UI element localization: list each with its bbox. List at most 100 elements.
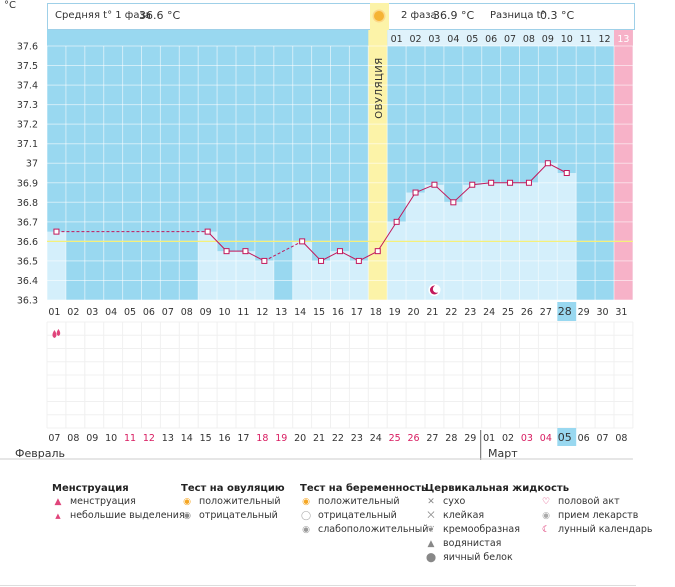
current-date-highlight	[557, 428, 577, 446]
cycle-day-label: 18	[370, 307, 382, 318]
date-label: 26	[408, 433, 420, 444]
cycle-day-label: 05	[124, 307, 136, 318]
small-drop-icon: ▲	[55, 512, 61, 520]
temperature-bar	[292, 241, 312, 300]
cycle-day-label: 23	[464, 307, 476, 318]
preg-positive-icon: ◉	[302, 497, 310, 507]
temperature-point	[431, 181, 438, 188]
temperature-bar	[330, 251, 350, 300]
legend-preg-positive: ◉ положительный	[300, 496, 400, 507]
legend-cervical-creamy: ❦ кремообразная	[425, 524, 520, 535]
legend-spotting: ▲ небольшие выделения	[52, 510, 184, 521]
legend-pregnancy-title: Тест на беременность	[300, 483, 428, 494]
temperature-line	[320, 250, 341, 262]
diff-label: Разница t°	[490, 10, 546, 21]
y-tick-label: 37.5	[17, 61, 38, 72]
legend-lunar: ☾ лунный календарь	[540, 524, 653, 535]
date-label: 07	[597, 433, 609, 444]
egg-icon: ⬤	[425, 553, 437, 563]
y-tick-label: 37.4	[17, 81, 38, 92]
legend-cervical-dry: ✕ сухо	[425, 496, 465, 507]
date-label: 18	[256, 433, 268, 444]
luteal-day-label: 05	[466, 34, 478, 45]
date-label: 10	[105, 433, 117, 444]
cycle-day-label: 15	[313, 307, 325, 318]
temperature-point	[336, 248, 343, 255]
preg-weak-icon: ◉	[302, 525, 310, 535]
ov-negative-icon: ◉	[183, 511, 191, 521]
temperature-bar	[462, 184, 482, 300]
temperature-line	[339, 250, 360, 262]
legend-cervical-sticky-label: клейкая	[443, 510, 485, 521]
temperature-point	[299, 238, 306, 245]
temperature-line	[377, 221, 398, 252]
date-label: 24	[370, 433, 382, 444]
cycle-day-label: 26	[521, 307, 533, 318]
menstruation-marker-icon	[56, 329, 61, 336]
legend-medication: ◉ прием лекарств	[540, 510, 638, 521]
temperature-line	[245, 250, 265, 262]
temperature-point	[223, 248, 230, 255]
temperature-point	[318, 257, 325, 264]
watery-drop-icon: ▲	[427, 539, 435, 549]
temperature-bar	[198, 231, 218, 300]
y-tick-label: 37.3	[17, 100, 38, 111]
date-label: 03	[521, 433, 533, 444]
cycle-day-label: 19	[389, 307, 401, 318]
cycle-day-label: 22	[445, 307, 457, 318]
date-label: 16	[219, 433, 231, 444]
date-label: 13	[162, 433, 174, 444]
temperature-point	[242, 248, 249, 255]
legend-preg-negative-label: отрицательный	[318, 510, 397, 521]
cycle-day-label: 09	[200, 307, 212, 318]
date-label: 06	[578, 433, 590, 444]
cycle-day-label: 14	[294, 307, 306, 318]
temperature-point	[507, 179, 514, 186]
cycle-day-label: 11	[237, 307, 249, 318]
legend-ovulation-title: Тест на овуляцию	[181, 483, 285, 494]
temperature-point	[393, 218, 400, 225]
temperature-line	[358, 250, 378, 262]
cross-icon: ✕	[427, 497, 435, 507]
y-unit-label: °C	[4, 0, 16, 11]
month-february: Февраль	[15, 447, 65, 460]
temperature-bar	[406, 192, 425, 300]
temperature-bar	[557, 173, 577, 300]
temperature-bar	[443, 202, 463, 300]
date-label: 12	[143, 433, 155, 444]
pill-icon: ◉	[542, 511, 550, 521]
y-tick-label: 37	[26, 159, 38, 170]
temperature-bar	[47, 231, 66, 300]
y-tick-label: 36.3	[17, 296, 38, 307]
legend-ovtest-positive: ◉ положительный	[181, 496, 281, 507]
phase2-value: 36.9 °C	[433, 9, 475, 22]
cycle-day-label: 02	[67, 307, 79, 318]
date-label: 08	[615, 433, 627, 444]
phase-header	[47, 3, 635, 30]
legend-preg-positive-label: положительный	[318, 496, 400, 507]
cycle-day-label: 13	[275, 307, 287, 318]
ovulation-column	[368, 30, 388, 300]
legend-cervical-sticky: ⨉ клейкая	[425, 510, 484, 521]
phase1-label: Средняя t° 1 фаза	[55, 10, 151, 21]
y-tick-label: 36.9	[17, 178, 38, 189]
temperature-line	[547, 162, 567, 174]
drop-icon: ▲	[54, 497, 62, 507]
legend-cervical-eggwhite: ⬤ яичный белок	[425, 552, 513, 563]
cycle-day-label: 20	[408, 307, 420, 318]
y-tick-label: 36.5	[17, 256, 38, 267]
cycle-day-label: 24	[483, 307, 495, 318]
temperature-line	[396, 192, 416, 223]
date-label: 28	[445, 433, 457, 444]
temperature-point	[450, 199, 457, 206]
diff-value: 0.3 °C	[540, 9, 575, 22]
cycle-day-label: 25	[502, 307, 514, 318]
temperature-point	[544, 160, 551, 167]
temperature-line	[301, 241, 322, 262]
date-label: 25	[389, 433, 401, 444]
temperature-point	[53, 228, 60, 235]
date-label: 04	[540, 433, 552, 444]
date-label: 08	[67, 433, 79, 444]
date-label: 01	[483, 433, 495, 444]
bottom-divider	[0, 585, 636, 586]
